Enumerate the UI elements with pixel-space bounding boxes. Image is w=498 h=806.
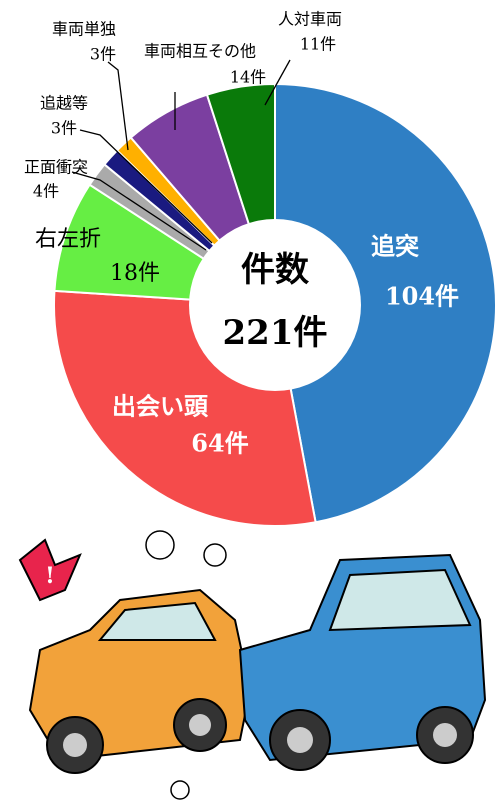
category-label: 右左折 — [35, 227, 101, 252]
center-value: 221件 — [223, 313, 328, 353]
value-label: 64件 — [191, 429, 248, 458]
category-label: 正面衝突 — [24, 158, 88, 177]
category-label: 車両単独 — [52, 20, 116, 39]
category-label: 人対車両 — [278, 10, 342, 29]
value-label: 104件 — [385, 282, 459, 311]
value-label: 3件 — [51, 119, 77, 138]
illustration: ! — [20, 531, 485, 799]
category-label: 追越等 — [40, 94, 88, 113]
value-label: 11件 — [300, 35, 336, 54]
value-label: 14件 — [230, 68, 266, 87]
value-label: 4件 — [33, 182, 59, 201]
svg-text:!: ! — [45, 563, 55, 589]
category-label: 出会い頭 — [112, 392, 209, 421]
center-title: 件数 — [241, 250, 309, 290]
category-label: 車両相互その他 — [144, 42, 256, 61]
value-label: 18件 — [110, 261, 160, 286]
chart: 件数 221件 ! 追突 104件出会い頭 64件 右左折 18件 正面衝突 4件 追越等 3件… — [0, 0, 498, 806]
value-label: 3件 — [90, 45, 116, 64]
donut-hole — [189, 219, 361, 391]
category-label: 追突 — [371, 232, 419, 261]
